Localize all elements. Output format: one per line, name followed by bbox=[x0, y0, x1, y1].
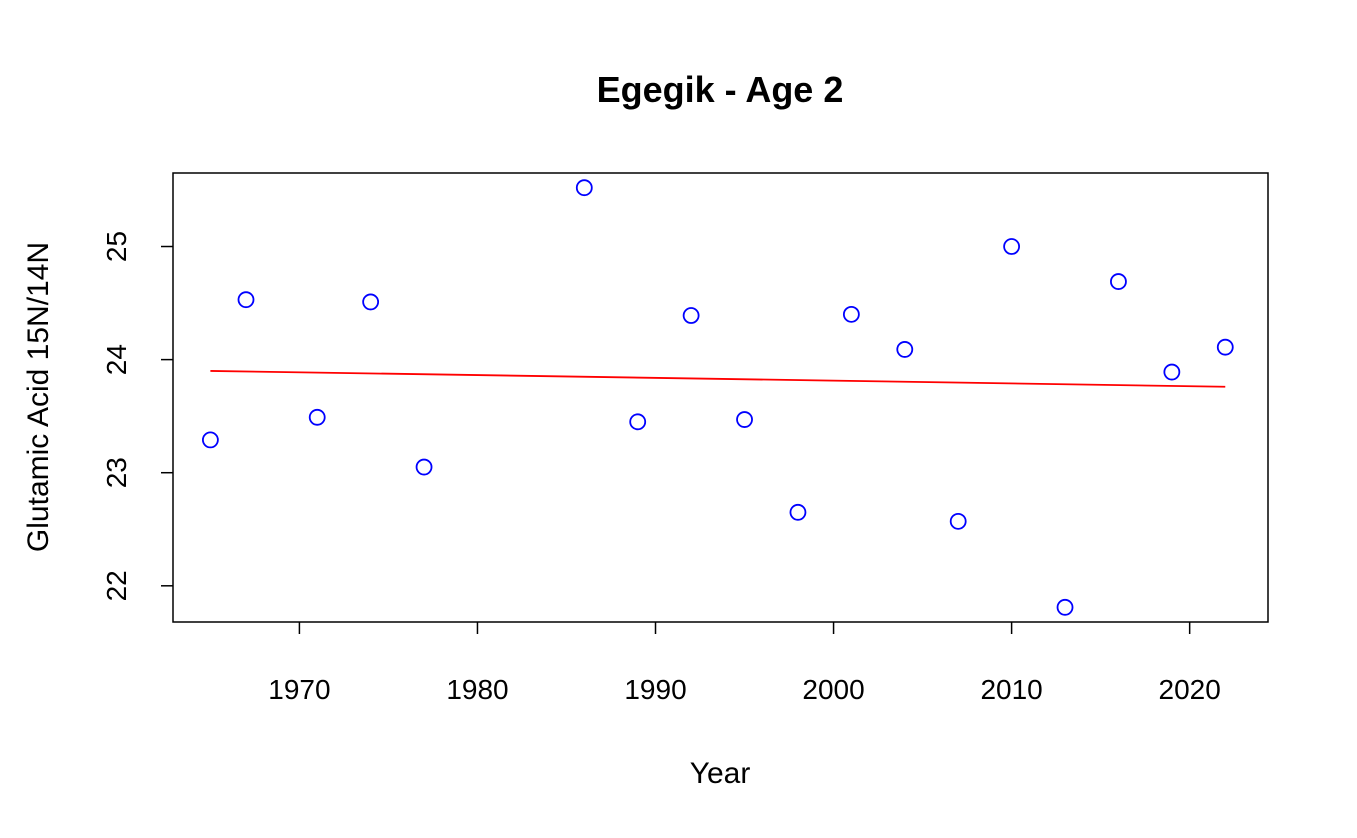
data-point bbox=[1163, 363, 1181, 381]
y-axis-label: Glutamic Acid 15N/14N bbox=[22, 242, 55, 552]
y-tick-label: 23 bbox=[101, 457, 132, 488]
y-tick-label: 22 bbox=[101, 570, 132, 601]
data-point bbox=[629, 413, 647, 431]
x-tick-label: 1990 bbox=[624, 674, 686, 705]
data-point bbox=[201, 431, 219, 449]
x-tick-label: 1980 bbox=[446, 674, 508, 705]
data-point bbox=[575, 179, 593, 197]
chart-title: Egegik - Age 2 bbox=[597, 69, 844, 110]
data-point bbox=[237, 291, 255, 309]
x-tick-label: 2000 bbox=[802, 674, 864, 705]
data-point bbox=[682, 307, 700, 324]
x-tick-label: 2010 bbox=[980, 674, 1042, 705]
y-tick-label: 25 bbox=[101, 231, 132, 262]
data-point bbox=[789, 503, 807, 521]
data-point bbox=[842, 305, 860, 323]
data-point bbox=[736, 411, 753, 428]
data-point bbox=[896, 341, 914, 358]
data-point bbox=[949, 512, 967, 530]
plot-frame bbox=[172, 172, 1269, 623]
plot-area: 1970 1980 1990 2000 2010 2020 22 23 24 25 bbox=[101, 172, 1269, 705]
data-point bbox=[362, 293, 380, 311]
y-tick-label: 24 bbox=[101, 344, 132, 375]
data-point bbox=[1216, 338, 1234, 356]
x-axis-label: Year bbox=[690, 757, 751, 790]
x-tick-label: 2020 bbox=[1159, 674, 1221, 705]
x-tick-label: 1970 bbox=[268, 674, 330, 705]
data-point bbox=[1056, 598, 1074, 616]
data-point bbox=[415, 458, 433, 476]
trend-line bbox=[210, 370, 1226, 388]
data-point bbox=[1003, 238, 1021, 255]
data-point bbox=[1110, 273, 1127, 290]
data-point bbox=[308, 408, 326, 426]
